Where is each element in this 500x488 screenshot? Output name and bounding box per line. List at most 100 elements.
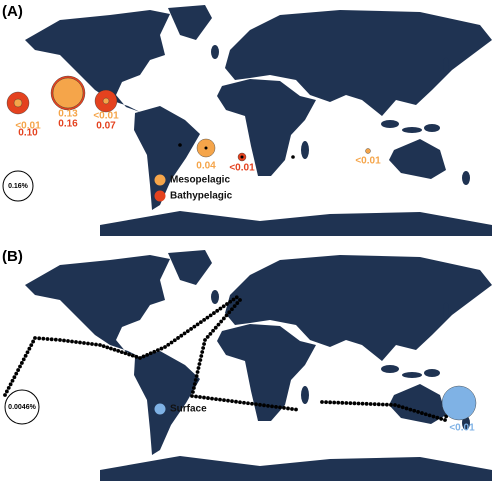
land <box>168 250 212 285</box>
sample-dot <box>194 394 198 399</box>
bubble <box>52 77 84 109</box>
sample-dot <box>214 397 218 402</box>
bubble <box>204 146 208 150</box>
sample-dot <box>221 304 226 309</box>
sample-dot <box>58 338 62 342</box>
sample-dot <box>348 401 353 406</box>
sample-dot <box>49 337 54 342</box>
land <box>443 57 449 75</box>
sample-dot <box>182 331 187 336</box>
sample-dot <box>408 407 413 412</box>
bubble <box>365 148 371 154</box>
sample-dot <box>364 401 369 406</box>
land <box>381 120 399 128</box>
sample-dot <box>86 341 90 346</box>
sample-dot <box>166 342 171 347</box>
sample-dot <box>231 297 236 302</box>
sample-dot <box>443 418 447 422</box>
sample-dot <box>29 343 34 348</box>
sample-dot <box>234 399 238 404</box>
scale-circle <box>2 170 34 202</box>
land <box>402 127 422 133</box>
sample-dot <box>423 412 428 417</box>
sample-dot <box>192 382 197 386</box>
legend-swatch <box>154 403 166 415</box>
sample-dot <box>74 340 78 344</box>
sample-dot <box>224 313 229 318</box>
land <box>217 324 316 421</box>
sample-dot <box>234 295 239 300</box>
sample-dot <box>356 401 361 406</box>
sample-dot <box>320 400 324 404</box>
sample-dot <box>119 350 124 354</box>
station-label: 0.10 <box>18 128 38 139</box>
sample-dot <box>328 400 333 405</box>
sample-dot <box>286 406 290 411</box>
sample-dot <box>332 400 337 405</box>
legend-swatch <box>154 190 166 202</box>
sample-dot <box>195 370 200 374</box>
sample-dot <box>189 327 193 331</box>
station-label: 0.16 <box>58 119 78 130</box>
sample-dot <box>21 357 26 362</box>
sample-dot <box>228 299 233 304</box>
sample-dot <box>368 402 373 406</box>
sample-dot <box>127 352 131 357</box>
sample-dot <box>196 366 201 370</box>
sample-dot <box>191 390 195 394</box>
sample-dot <box>201 346 206 350</box>
station-label: <0.01 <box>93 111 119 122</box>
bubble <box>240 155 244 159</box>
station-label: <0.01 <box>15 121 41 132</box>
sample-dot <box>324 400 328 405</box>
sample-dot <box>218 306 223 311</box>
sample-dot <box>98 343 102 347</box>
sample-dot <box>116 349 121 353</box>
sample-dot <box>344 401 349 405</box>
land <box>462 416 470 430</box>
sample-dot <box>37 336 42 341</box>
sample-dot <box>109 346 113 351</box>
sample-dot <box>176 336 180 340</box>
legend-label: Surface <box>170 404 207 415</box>
panel <box>25 5 492 236</box>
land <box>389 384 446 424</box>
sample-dot <box>53 337 58 342</box>
station-label: <0.01 <box>355 156 381 167</box>
sample-dot <box>396 404 401 409</box>
sample-dot <box>152 349 157 354</box>
land <box>301 386 309 404</box>
land <box>443 302 449 320</box>
panel-label: (A) <box>2 3 23 20</box>
sample-dot <box>31 339 36 344</box>
sample-dot <box>4 389 9 394</box>
sample-dot <box>211 328 215 333</box>
sample-dot <box>235 301 240 305</box>
sample-dot <box>416 410 420 414</box>
sample-dot <box>172 338 177 343</box>
sample-dot <box>190 394 194 398</box>
sample-dot <box>431 414 436 419</box>
sample-dot <box>12 375 17 380</box>
sample-dot <box>33 336 37 340</box>
land <box>402 372 422 378</box>
panel-label: (B) <box>2 248 23 265</box>
land <box>100 456 492 481</box>
scale-label: 0.0046% <box>8 404 36 411</box>
sample-dot <box>227 310 232 315</box>
sample-dot <box>178 143 182 147</box>
sample-dot <box>82 341 86 345</box>
land <box>25 255 170 357</box>
sample-dot <box>198 320 203 325</box>
sample-dot <box>291 155 295 159</box>
station-label: 0.13 <box>58 109 78 120</box>
sample-dot <box>179 333 184 338</box>
sample-dot <box>205 315 210 320</box>
sample-dot <box>194 374 199 378</box>
sample-dot <box>250 401 254 406</box>
sample-dot <box>274 404 278 409</box>
sample-dot <box>185 329 190 334</box>
sample-dot <box>163 345 167 349</box>
sample-dot <box>195 322 200 327</box>
